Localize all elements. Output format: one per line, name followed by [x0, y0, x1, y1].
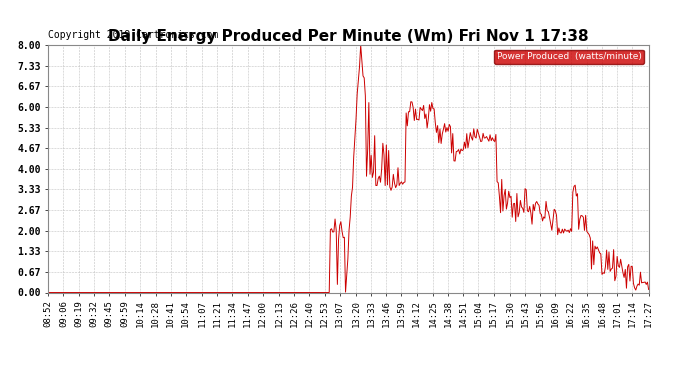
Legend: Power Produced  (watts/minute): Power Produced (watts/minute) — [494, 50, 644, 64]
Text: Copyright 2019 Cartronics.com: Copyright 2019 Cartronics.com — [48, 30, 219, 40]
Title: Daily Energy Produced Per Minute (Wm) Fri Nov 1 17:38: Daily Energy Produced Per Minute (Wm) Fr… — [108, 29, 589, 44]
